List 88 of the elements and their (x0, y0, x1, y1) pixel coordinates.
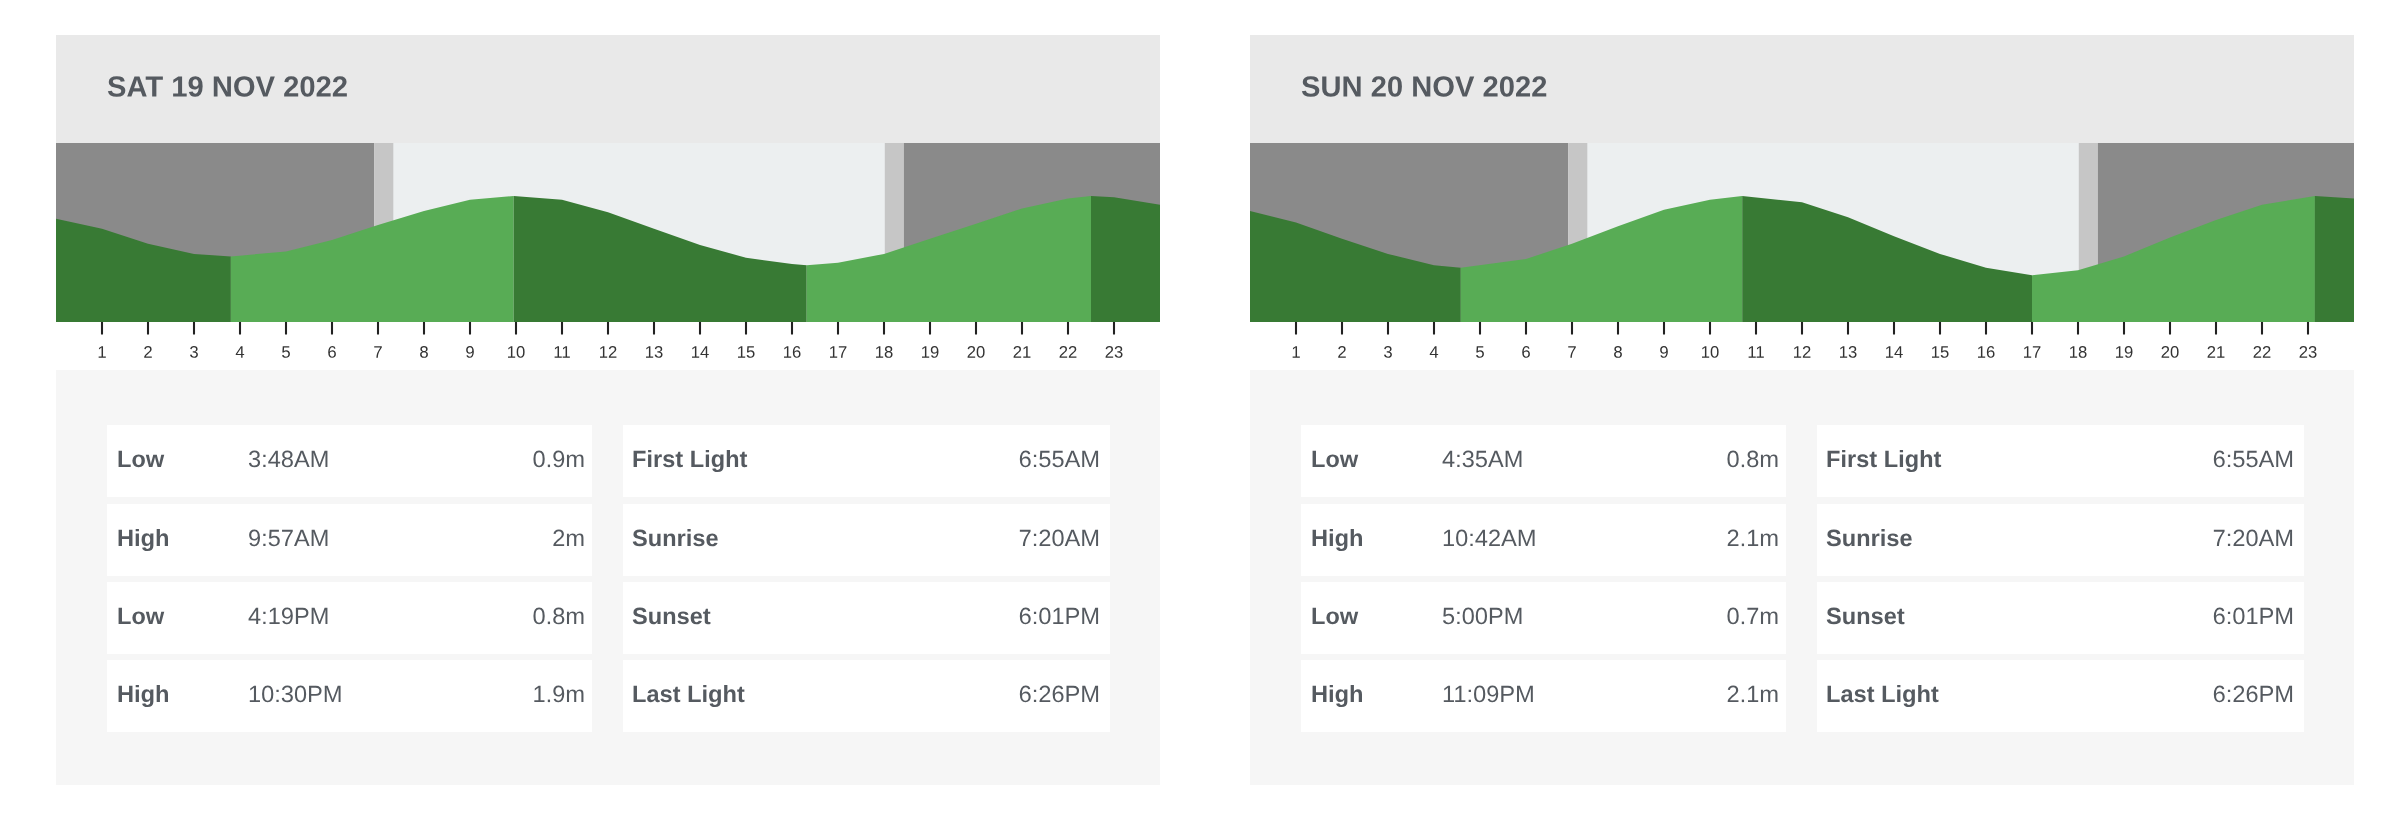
text: 6:55AM (2213, 450, 2293, 468)
x-tick-label: 18 (876, 346, 893, 358)
x-tick-label: 10 (508, 346, 525, 358)
text: 5:00PM (1442, 607, 1522, 625)
x-tick-label: 11 (1748, 346, 1764, 358)
x-tick-label: 15 (738, 346, 755, 358)
x-tick-label: 17 (830, 346, 847, 358)
x-tick-label: 22 (2253, 346, 2271, 358)
x-tick-label: 23 (1105, 346, 1123, 358)
text: 0.8m (1727, 450, 1778, 468)
x-tick-label: 8 (1614, 346, 1622, 358)
x-tick-label: 5 (1476, 346, 1484, 358)
text: 6:01PM (1019, 607, 1099, 625)
x-tick-label: 6 (328, 346, 336, 358)
x-tick-label: 7 (374, 346, 382, 358)
text: Sunset (1826, 607, 1905, 625)
text: 2.1m (1727, 685, 1778, 703)
x-tick-label: 13 (646, 346, 663, 358)
x-tick-label: 13 (1840, 346, 1857, 358)
x-tick-label: 5 (282, 346, 290, 358)
text: High (1312, 528, 1362, 552)
text: 0.8m (533, 607, 584, 625)
x-tick-label: 2 (144, 346, 152, 358)
text: Sunrise (632, 528, 718, 547)
x-tick-label: 19 (922, 346, 939, 358)
x-tick-label: 10 (1702, 346, 1719, 358)
x-tick-label: 3 (1384, 346, 1392, 358)
text: Low (118, 450, 165, 468)
text: 11:09PM (1443, 685, 1533, 703)
text: High (118, 528, 168, 552)
chart-title: SAT 19 NOV 2022 (107, 76, 347, 97)
x-tick-label: 6 (1522, 346, 1530, 358)
text: Sunrise (1826, 528, 1912, 547)
x-tick-label: 14 (692, 346, 709, 358)
text: 10:30PM (249, 685, 341, 703)
text: 2m (553, 529, 584, 547)
x-tick-label: 21 (1013, 346, 1031, 358)
x-tick-label: 16 (784, 346, 801, 358)
text: 10:42AM (1443, 529, 1535, 547)
text: 4:19PM (248, 607, 328, 625)
text: Low (1312, 450, 1359, 468)
text: High (1312, 684, 1362, 708)
x-tick-label: 2 (1338, 346, 1346, 358)
x-tick-label: 8 (420, 346, 428, 358)
x-tick-label: 3 (190, 346, 198, 358)
text: 0.7m (1727, 607, 1778, 625)
text: Sunset (632, 607, 711, 625)
x-tick-label: 22 (1059, 346, 1077, 358)
text: 3:48AM (248, 450, 328, 468)
text: 6:55AM (1019, 450, 1099, 468)
x-tick-label: 9 (466, 346, 474, 358)
text: 0.9m (533, 450, 584, 468)
x-tick-label: 19 (2116, 346, 2133, 358)
x-tick-label: 9 (1660, 346, 1668, 358)
text: Low (1312, 607, 1359, 625)
chart-title: SUN 20 NOV 2022 (1301, 76, 1547, 97)
x-tick-label: 20 (2161, 346, 2179, 358)
text: High (118, 684, 168, 708)
text: First Light (1827, 449, 1942, 473)
text: 2.1m (1727, 529, 1778, 547)
text: 1.9m (534, 685, 584, 703)
x-tick-label: 16 (1978, 346, 1995, 358)
x-tick-label: 1 (1292, 346, 1300, 358)
text: First Light (633, 449, 748, 473)
x-tick-label: 1 (98, 346, 106, 358)
x-tick-label: 12 (600, 346, 617, 358)
x-tick-label: 17 (2024, 346, 2041, 358)
text: 6:26PM (1019, 685, 1099, 703)
text: 7:20AM (2213, 529, 2293, 547)
x-tick-label: 12 (1794, 346, 1811, 358)
text: Last Light (1827, 684, 1939, 708)
text: 9:57AM (249, 529, 328, 547)
x-tick-label: 14 (1886, 346, 1903, 358)
x-tick-label: 4 (1429, 346, 1439, 358)
x-tick-label: 11 (554, 346, 570, 358)
text: 7:20AM (1019, 529, 1099, 547)
x-tick-label: 23 (2299, 346, 2317, 358)
x-tick-label: 7 (1568, 346, 1576, 358)
x-tick-label: 21 (2207, 346, 2225, 358)
x-tick-label: 18 (2070, 346, 2087, 358)
x-tick-label: 4 (235, 346, 245, 358)
x-tick-label: 20 (967, 346, 985, 358)
text: 6:01PM (2213, 607, 2293, 625)
text: 6:26PM (2213, 685, 2293, 703)
text: 4:35AM (1442, 450, 1522, 468)
text: Last Light (633, 684, 745, 708)
text: Low (118, 607, 165, 625)
x-tick-label: 15 (1932, 346, 1949, 358)
